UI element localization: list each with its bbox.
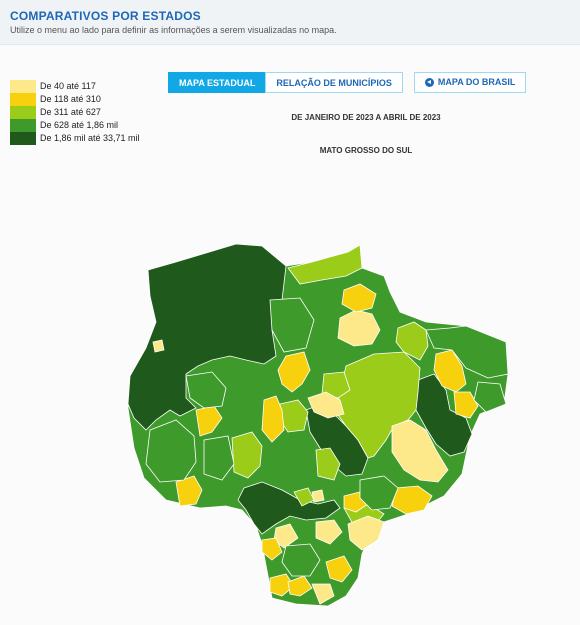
- state-name: MATO GROSSO DO SUL: [319, 146, 413, 155]
- map-region: [277, 351, 311, 393]
- map-region: [152, 339, 165, 353]
- map-region: [347, 515, 385, 551]
- legend-item: De 311 até 627: [10, 106, 140, 119]
- map-region: [145, 419, 197, 483]
- map-region: [231, 431, 263, 479]
- legend-swatch: [10, 119, 36, 132]
- map-region: [185, 371, 227, 409]
- legend-label: De 40 até 117: [40, 81, 96, 91]
- legend-item: De 118 até 310: [10, 93, 140, 106]
- legend-item: De 1,86 mil até 33,71 mil: [10, 132, 140, 145]
- period-label: DE JANEIRO DE 2023 A ABRIL DE 2023: [291, 113, 441, 122]
- legend-swatch: [10, 132, 36, 145]
- map-region: [237, 481, 341, 535]
- map-region: [127, 243, 287, 431]
- map-region: [321, 371, 351, 399]
- legend-swatch: [10, 93, 36, 106]
- tab-mapa-brasil[interactable]: MAPA DO BRASIL: [413, 72, 527, 93]
- map-region: [315, 519, 343, 545]
- map-region: [287, 575, 313, 597]
- map-region: [269, 297, 315, 353]
- map-region: [261, 537, 283, 561]
- map-region: [203, 435, 235, 481]
- map-region: [311, 489, 325, 503]
- tab-relacao-municipios[interactable]: RELAÇÃO DE MUNICÍPIOS: [265, 72, 403, 93]
- map-region: [325, 555, 353, 583]
- legend-swatch: [10, 80, 36, 93]
- map-region: [261, 395, 285, 443]
- map-legend: De 40 até 117 De 118 até 310 De 311 até …: [10, 80, 140, 145]
- map-region: [341, 283, 377, 313]
- map-region: [395, 321, 429, 361]
- legend-label: De 628 até 1,86 mil: [40, 120, 119, 130]
- map-region: [311, 583, 335, 605]
- map-region: [269, 573, 295, 597]
- tab-mapa-brasil-label: MAPA DO BRASIL: [437, 77, 516, 87]
- legend-swatch: [10, 106, 36, 119]
- map-tabs: MAPA ESTADUAL RELAÇÃO DE MUNICÍPIOS MAPA…: [168, 72, 527, 93]
- page-title: COMPARATIVOS POR ESTADOS: [10, 9, 201, 23]
- map-region: [315, 447, 341, 481]
- map-region: [287, 244, 363, 285]
- map-region: [415, 373, 473, 457]
- map-region: [359, 475, 399, 511]
- map-region: [281, 543, 321, 577]
- legend-item: De 40 até 117: [10, 80, 140, 93]
- legend-item: De 628 até 1,86 mil: [10, 119, 140, 132]
- chevron-left-circle-icon: [424, 78, 434, 87]
- legend-label: De 118 até 310: [40, 94, 101, 104]
- map-region: [453, 391, 479, 419]
- page-subtitle: Utilize o menu ao lado para definir as i…: [10, 25, 337, 35]
- map-region: [391, 485, 433, 515]
- map-region: [175, 475, 203, 507]
- page-header: COMPARATIVOS POR ESTADOS Utilize o menu …: [0, 0, 580, 45]
- legend-label: De 311 até 627: [40, 107, 101, 117]
- legend-label: De 1,86 mil até 33,71 mil: [40, 133, 140, 143]
- map-region: [335, 351, 421, 459]
- map-region: [473, 381, 507, 413]
- map-region: [425, 325, 509, 379]
- map-region: [391, 419, 449, 483]
- map-region: [307, 391, 345, 419]
